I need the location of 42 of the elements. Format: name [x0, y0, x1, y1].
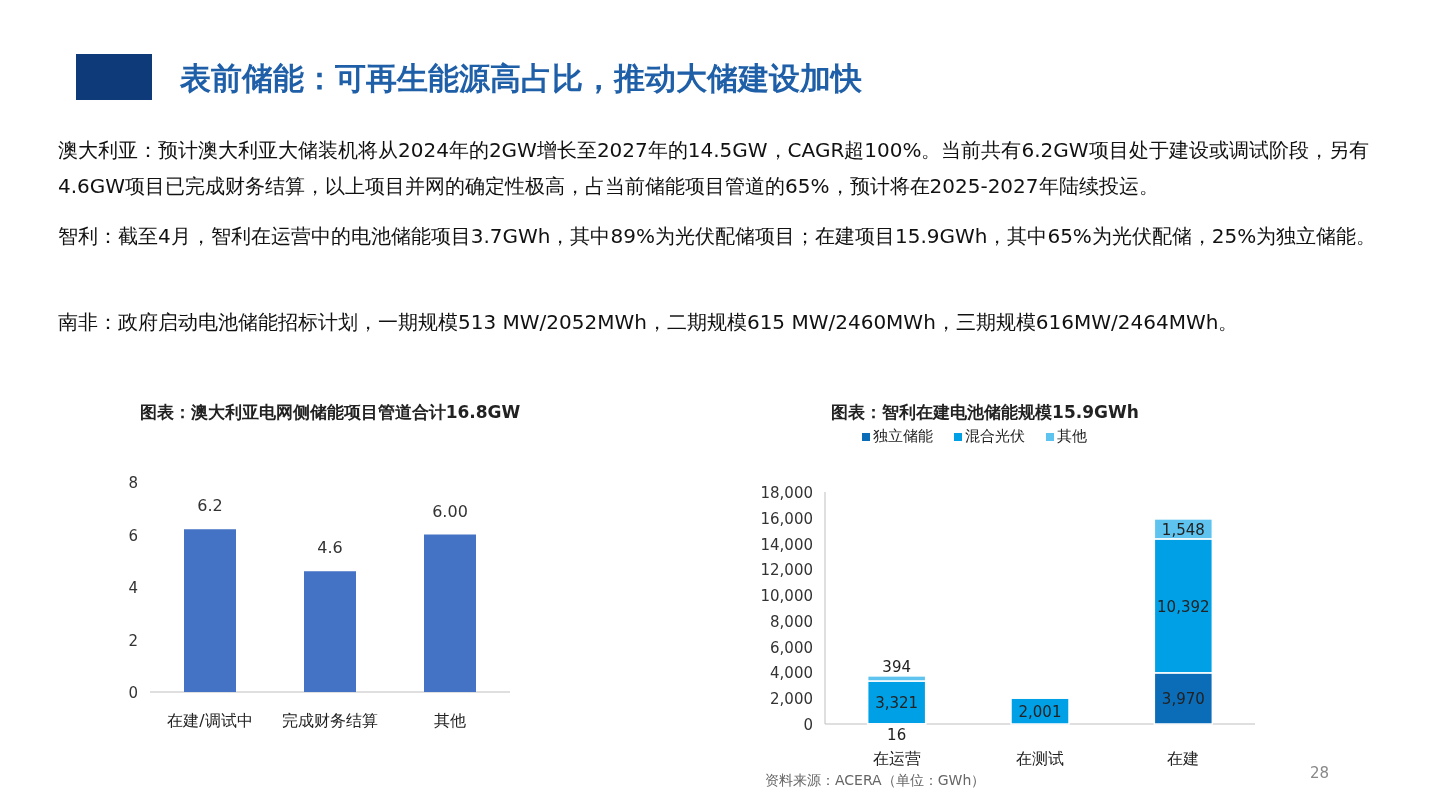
data-label: 10,392 — [1157, 597, 1210, 616]
data-label: 1,548 — [1161, 520, 1205, 539]
y-tick-label: 4,000 — [770, 664, 813, 683]
legend-label: 混合光伏 — [965, 427, 1025, 445]
text: 智利：截至4月，智利在运营中的电池储能项目3.7GWh，其中89%为光伏配储项目；在建项目15.9GWh，其中65%为光伏配储，25%为独立储能。 — [58, 223, 1378, 250]
data-label: 16 — [887, 726, 907, 744]
y-tick-label: 4 — [128, 579, 138, 597]
text: 资料来源：ACERA（单位：GWh） — [765, 772, 986, 788]
data-label: 6.2 — [197, 496, 223, 516]
y-tick-label: 12,000 — [760, 561, 813, 580]
x-tick-label: 在测试 — [1016, 749, 1064, 768]
y-tick-label: 6,000 — [770, 638, 813, 657]
y-tick-label: 2,000 — [770, 690, 813, 709]
text: 南非：政府启动电池储能招标计划，一期规模513 MW/2052MWh，二期规模615 MW/2460MWh，三期规模616MW/2464MWh。 — [58, 309, 1240, 336]
y-tick-label: 6 — [128, 526, 138, 545]
legend-label: 独立储能 — [873, 427, 933, 445]
data-label: 3,321 — [875, 694, 919, 713]
y-tick-label: 0 — [803, 716, 813, 734]
legend-label: 其他 — [1057, 427, 1087, 445]
chart-title: 图表：澳大利亚电网侧储能项目管道合计16.8GW — [139, 402, 521, 422]
data-label: 6.00 — [432, 501, 468, 521]
data-label: 3,970 — [1161, 690, 1205, 709]
chart-title: 图表：智利在建电池储能规模15.9GWh — [831, 402, 1139, 422]
data-label: 2,001 — [1018, 703, 1062, 722]
text: 28 — [1310, 764, 1330, 782]
y-tick-label: 10,000 — [760, 587, 813, 606]
y-tick-label: 14,000 — [760, 535, 813, 554]
y-tick-label: 8,000 — [770, 612, 813, 631]
y-tick-label: 0 — [128, 684, 138, 702]
x-tick-label: 在建/调试中 — [167, 711, 253, 730]
x-tick-label: 完成财务结算 — [282, 711, 378, 730]
text: 澳大利亚：预计澳大利亚大储装机将从2024年的2GW增长至2027年的14.5GW，CAGR超100%。当前共有6.2GW项目处于建设或调试阶段，另有4.6GW项目已完成财务结算，以上项目并网的确定性极高，占当前储能项目管道的65%，预计将在2025-2027年陆续投运。 — [58, 137, 1370, 200]
text: 表前储能：可再生能源高占比，推动大储建设加快 — [180, 59, 862, 98]
y-tick-label: 2 — [128, 631, 138, 650]
y-tick-label: 18,000 — [760, 484, 813, 502]
x-tick-label: 在运营 — [872, 749, 921, 768]
data-label: 4.6 — [317, 538, 343, 558]
y-tick-label: 16,000 — [760, 509, 813, 528]
x-tick-label: 在建 — [1167, 749, 1200, 768]
x-tick-label: 其他 — [434, 711, 466, 730]
y-tick-label: 8 — [128, 474, 138, 492]
data-label: 394 — [882, 657, 911, 676]
